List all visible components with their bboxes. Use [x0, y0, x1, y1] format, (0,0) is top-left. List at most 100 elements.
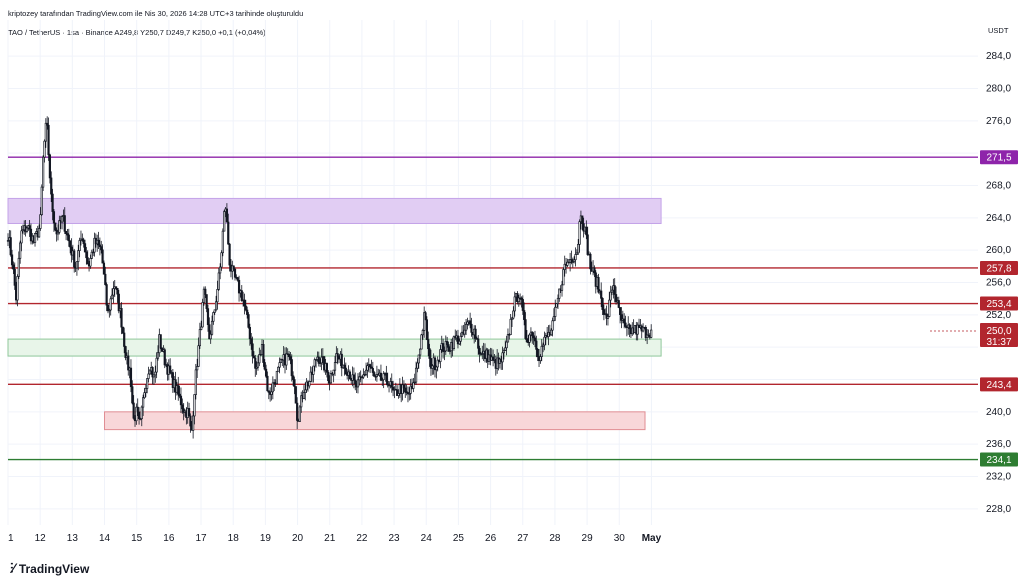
x-tick-label: 22 — [356, 533, 368, 544]
x-tick-label: 1 — [8, 533, 14, 544]
candle-body — [206, 308, 210, 326]
candle-body — [140, 406, 143, 420]
candle-body — [509, 318, 512, 335]
candle-body — [205, 294, 208, 309]
candle-body — [212, 312, 215, 322]
level-price-label: 243,4 — [986, 380, 1011, 391]
level-price-label-bg — [980, 260, 1018, 275]
candle-body — [516, 293, 519, 303]
level-price-label: 257,8 — [986, 263, 1011, 274]
candle-body — [593, 267, 596, 274]
candle-body — [252, 355, 256, 359]
candle-body — [617, 300, 620, 308]
candle-body — [193, 394, 196, 417]
candle-body — [402, 384, 406, 389]
candle-body — [597, 277, 600, 293]
candle-body — [137, 411, 141, 420]
candle-body — [447, 344, 450, 352]
candle-body — [308, 381, 311, 387]
candle-body — [574, 254, 577, 261]
candle-body — [148, 370, 151, 375]
candle-body — [317, 356, 320, 364]
candle-body — [581, 215, 584, 224]
candle-body — [262, 344, 265, 363]
candle-body — [19, 242, 22, 259]
x-tick-label: 21 — [324, 533, 336, 544]
candle-body — [58, 220, 61, 233]
candle-body — [636, 324, 639, 335]
candle-body — [424, 312, 427, 321]
candle-body — [279, 358, 283, 363]
candle-body — [154, 371, 157, 376]
candle-body — [10, 254, 14, 266]
candle-body — [267, 390, 270, 393]
candle-body — [131, 386, 134, 404]
candle-body — [155, 357, 158, 373]
candle-body — [348, 371, 351, 380]
candle-body — [605, 313, 608, 319]
candle-body — [601, 297, 604, 310]
level-price-label-bg — [980, 452, 1018, 467]
candle-body — [77, 250, 80, 262]
candle-body — [66, 233, 69, 236]
candle-body — [33, 233, 37, 243]
candle-body — [139, 418, 142, 420]
candle-body — [196, 366, 199, 371]
candle-body — [182, 408, 185, 413]
countdown-label: 31:37 — [986, 337, 1011, 348]
candle-body — [370, 366, 373, 369]
candle-body — [606, 316, 610, 319]
level-price-label: 253,4 — [986, 299, 1011, 310]
candle-body — [97, 239, 100, 246]
candle-body — [474, 328, 477, 339]
candle-body — [240, 290, 243, 301]
candle-body — [314, 359, 318, 361]
chart-credit: kriptozey tarafından TradingView.com ile… — [8, 9, 304, 18]
candle-body — [258, 354, 261, 364]
candle-body — [387, 384, 391, 387]
candle-body — [364, 369, 368, 375]
candle-body — [478, 347, 481, 355]
x-tick-label: 25 — [453, 533, 465, 544]
candle-body — [464, 323, 468, 331]
candle-body — [294, 386, 297, 404]
candle-body — [271, 382, 274, 393]
candle-body — [435, 366, 438, 371]
candle-body — [21, 229, 24, 232]
candle-body — [120, 308, 123, 328]
x-tick-label: 18 — [228, 533, 240, 544]
candle-body — [287, 353, 291, 358]
price-unit-label: USDT — [988, 26, 1009, 35]
candle-body — [525, 338, 528, 343]
candle-body — [386, 380, 389, 386]
candle-body — [110, 294, 114, 300]
candle-body — [106, 304, 110, 312]
candle-body — [216, 289, 219, 303]
candle-body — [327, 371, 330, 382]
candle-body — [112, 288, 115, 296]
candle-body — [39, 214, 42, 229]
candle-body — [6, 240, 10, 242]
candle-body — [109, 298, 112, 311]
candle-body — [48, 154, 51, 179]
candle-body — [250, 338, 253, 345]
candle-body — [65, 230, 68, 234]
candle-body — [543, 336, 546, 346]
candle-body — [585, 226, 588, 236]
candle-body — [577, 243, 580, 254]
candle-body — [443, 350, 446, 353]
candle-body — [558, 288, 561, 299]
candle-body — [197, 345, 200, 367]
tradingview-brand-text: TradingView — [18, 561, 90, 576]
candle-body — [156, 352, 160, 359]
candle-body — [541, 344, 545, 347]
candle-body — [521, 299, 524, 311]
candle-body — [608, 299, 611, 317]
resistance-zone — [7, 197, 662, 224]
candle-body — [51, 193, 54, 212]
candle-body — [392, 386, 395, 391]
candle-body — [517, 297, 520, 303]
candle-body — [409, 385, 412, 394]
candle-body — [233, 268, 237, 278]
